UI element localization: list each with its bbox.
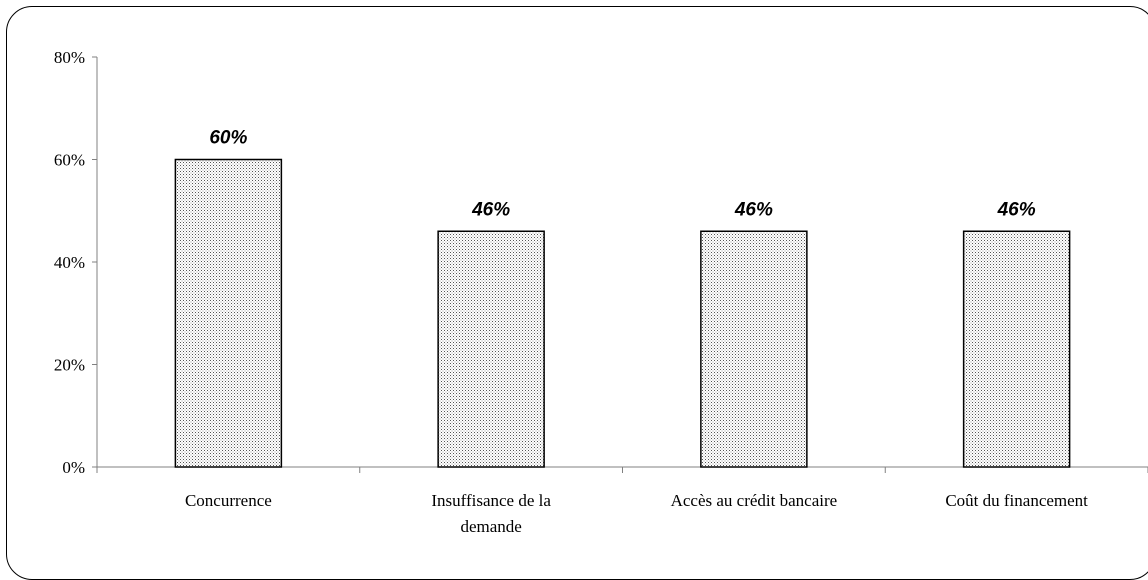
bar-chart: 0% 20% 40% 60% 80% 60% Concurrence 46% Insuffisa… — [54, 48, 1148, 536]
data-label: 60% — [209, 128, 247, 149]
y-tick-label: 40% — [54, 253, 85, 272]
y-tick-label: 0% — [62, 458, 85, 477]
x-category-label: demande — [460, 517, 521, 536]
x-category-label: Accès au crédit bancaire — [671, 491, 838, 510]
x-category-label: Coût du financement — [945, 491, 1088, 510]
y-tick-label: 80% — [54, 48, 85, 67]
x-category-label: Insuffisance de la — [431, 491, 551, 510]
y-tick-label: 20% — [54, 356, 85, 375]
bar — [174, 158, 283, 468]
y-tick-label: 60% — [54, 151, 85, 170]
plot-area: 0% 20% 40% 60% 80% 60% Concurrence 46% Insuffisa… — [54, 48, 1148, 536]
x-category-label: Concurrence — [185, 491, 272, 510]
data-label: 46% — [471, 199, 510, 220]
bar — [962, 230, 1071, 468]
data-label: 46% — [734, 199, 773, 220]
bar — [437, 230, 545, 468]
data-label: 46% — [997, 199, 1036, 220]
bar — [700, 230, 808, 468]
